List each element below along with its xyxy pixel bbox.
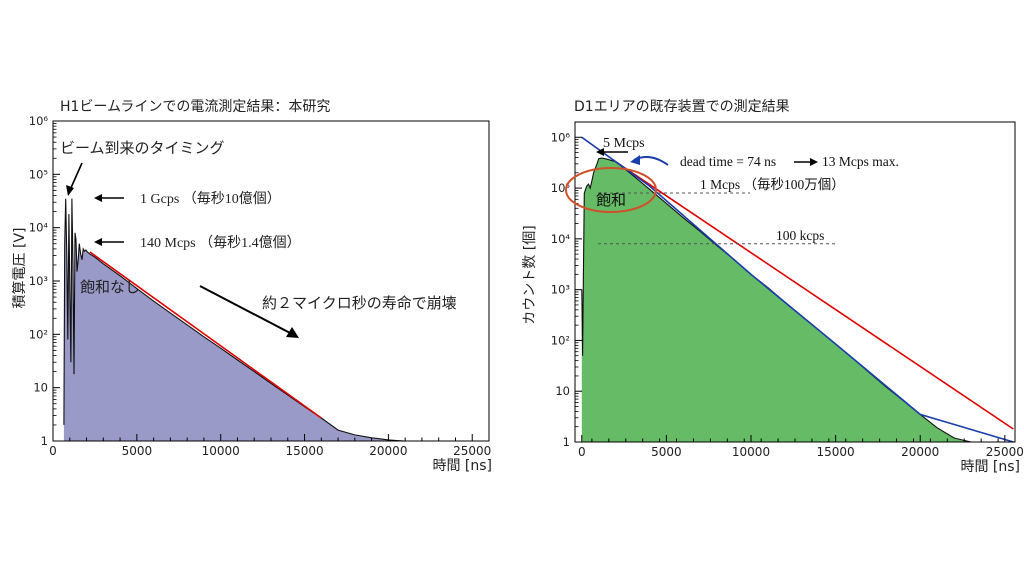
saturation-highlight-ellipse	[565, 167, 657, 213]
y-tick-label: 1	[41, 434, 48, 448]
chart-left-title: H1ビームラインでの電流測定結果：本研究	[60, 99, 330, 115]
annotation-140mcps: 140 Mcps （毎秒1.4億個）	[140, 235, 301, 251]
y-tick-label: 10²	[551, 333, 570, 347]
fit-curve	[89, 251, 322, 419]
y-tick-label: 10³	[29, 274, 49, 288]
chart-left-ylabel: 積算電圧 [V]	[12, 228, 28, 309]
x-tick-label: 0	[49, 444, 57, 458]
x-tick-label: 0	[578, 445, 586, 459]
chart-left-xlabel: 時間 [ns]	[432, 458, 492, 474]
annotation-beam-arrival: ビーム到来のタイミング	[60, 139, 225, 157]
annotation-no-saturation: 飽和なし	[80, 278, 140, 296]
annotation-decay: 約２マイクロ秒の寿命で崩壊	[262, 294, 457, 312]
chart-right-xlabel: 時間 [ns]	[960, 459, 1020, 475]
y-tick-label: 10	[555, 384, 570, 398]
chart-left: H1ビームラインでの電流測定結果：本研究 積算電圧 [V] 時間 [ns] 0 5…	[12, 99, 492, 474]
arrowhead-icon	[286, 327, 299, 338]
dead-time-curve	[581, 136, 1014, 443]
data-area-fill	[63, 198, 456, 441]
reference-line-label: 1 Mcps （毎秒100万個）	[700, 177, 845, 192]
y-tick-label: 10²	[29, 327, 48, 341]
chart-left-plot	[63, 198, 456, 442]
annotation-1gcps: 1 Gcps （毎秒10億個）	[140, 191, 281, 207]
arrowhead-icon	[94, 238, 102, 246]
annotation-saturation: 飽和	[596, 191, 626, 209]
fit-curve	[615, 161, 1014, 430]
chart-right-reference-lines: 1 Mcps （毎秒100万個） 100 kcps	[598, 177, 845, 245]
x-tick-label: 25000	[453, 444, 491, 458]
x-tick-label: 25000	[986, 445, 1024, 459]
x-tick-label: 15000	[817, 445, 855, 459]
y-tick-label: 10⁶	[551, 130, 571, 144]
annotation-13mcps: 13 Mcps max.	[822, 154, 899, 169]
arrowhead-icon	[94, 194, 102, 202]
y-tick-label: 1	[563, 435, 570, 449]
reference-line-label: 100 kcps	[776, 228, 824, 243]
x-tick-label: 20000	[369, 444, 407, 458]
chart-right: D1エリアの既存装置での測定結果 カウント数 [個] 時間 [ns] 0 5000…	[522, 99, 1024, 475]
x-tick-label: 15000	[285, 444, 323, 458]
x-tick-label: 10000	[732, 445, 770, 459]
arrowhead-icon	[630, 155, 640, 165]
y-tick-label: 10⁴	[29, 221, 49, 235]
arrowhead-icon	[810, 158, 818, 166]
x-tick-label: 5000	[122, 444, 153, 458]
data-series-line	[63, 198, 456, 442]
chart-left-ticks: 0 5000 10000 15000 20000 25000 1 10 10² 10³ 10⁴ 10⁵…	[29, 114, 492, 458]
annotation-dead-time: dead time = 74 ns	[680, 154, 776, 169]
chart-right-title: D1エリアの既存装置での測定結果	[574, 99, 790, 115]
annotation-arrow	[199, 285, 293, 335]
chart-right-ylabel: カウント数 [個]	[522, 225, 538, 324]
arrowhead-icon	[596, 148, 604, 156]
y-tick-label: 10	[33, 381, 48, 395]
arrowhead-icon	[66, 185, 74, 196]
y-tick-label: 10⁶	[29, 114, 49, 128]
y-tick-label: 10³	[551, 283, 571, 297]
annotation-arrow	[69, 162, 83, 191]
data-area-fill	[581, 158, 1014, 442]
chart-right-plot	[581, 136, 1014, 443]
x-tick-label: 5000	[651, 445, 682, 459]
y-tick-label: 10⁵	[29, 167, 49, 181]
x-tick-label: 10000	[202, 444, 240, 458]
annotation-5mcps: 5 Mcps	[603, 136, 645, 151]
chart-right-ticks: 0 5000 10000 15000 20000 2500011010²10³10⁴10⁵…	[551, 130, 1024, 459]
y-tick-label: 10⁴	[551, 232, 571, 246]
x-tick-label: 20000	[901, 445, 939, 459]
